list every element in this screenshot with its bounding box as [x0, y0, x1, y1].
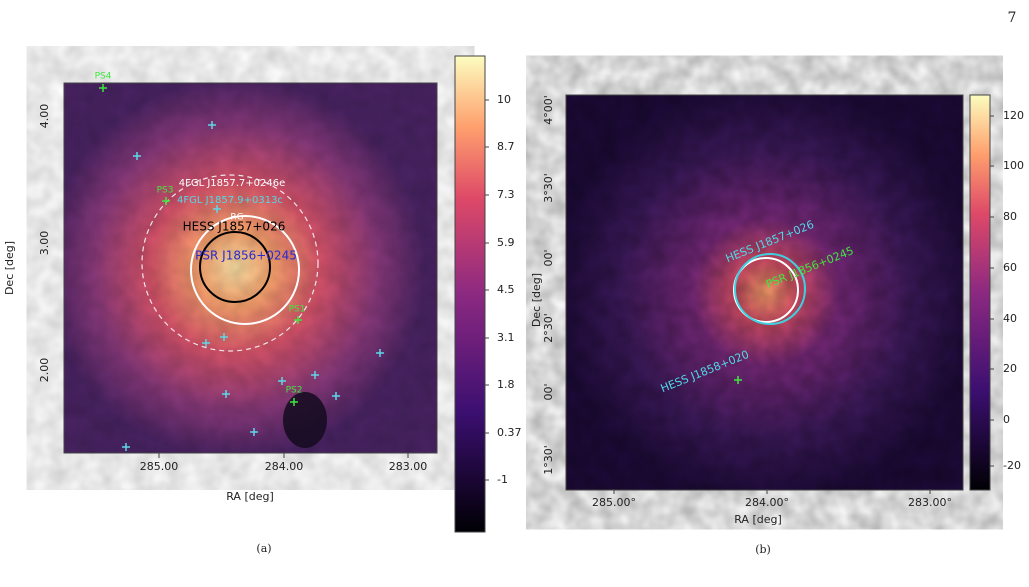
- extent-circle: [734, 253, 806, 325]
- y-tick-label: 4°00': [542, 95, 555, 125]
- frame: [565, 94, 964, 491]
- annotation: 4FGL J1857.9+0313c: [177, 195, 283, 206]
- extent-circle: [141, 174, 319, 352]
- x-tick-label: 285.00°: [592, 496, 636, 509]
- colorbar-tick-label: 10: [497, 93, 511, 106]
- source-marker: [222, 390, 230, 398]
- annotation: PS3: [157, 186, 174, 196]
- source-marker: [250, 428, 258, 436]
- annotation: PS4: [95, 72, 112, 82]
- annotation: RG: [230, 213, 243, 223]
- source-marker: [294, 316, 302, 324]
- x-tick-label: 283.00: [389, 460, 428, 473]
- dark-region: [283, 392, 327, 448]
- colorbar: [969, 94, 991, 491]
- source-marker: [220, 333, 228, 341]
- x-tick-label: 283.00°: [908, 496, 952, 509]
- source-marker: [376, 349, 384, 357]
- map-texture: [566, 95, 963, 490]
- colorbar-tick-label: -1: [497, 473, 508, 486]
- map-texture: [64, 83, 437, 453]
- y-tick-label: 3.00: [38, 231, 51, 256]
- colorbar-tick-label: 100: [1003, 159, 1024, 172]
- y-tick-label: 3°30': [542, 173, 555, 203]
- source-marker: [734, 376, 742, 384]
- annotation: PSR J1856+0245: [195, 249, 297, 263]
- y-tick-label: 2.00: [38, 358, 51, 383]
- annotation: PS2: [286, 386, 303, 396]
- x-tick-label: 284.00: [265, 460, 304, 473]
- colorbar-tick-label: 0.37: [497, 426, 522, 439]
- x-tick-label: 285.00: [140, 460, 179, 473]
- source-marker: [213, 205, 221, 213]
- y-tick-label: 1°30': [542, 445, 555, 475]
- x-tick-label: 284.00°: [745, 496, 789, 509]
- colorbar-tick-label: 7.3: [497, 188, 515, 201]
- y-tick-label: 00': [542, 383, 555, 400]
- source-marker: [208, 121, 216, 129]
- colorbar-tick-label: 1.8: [497, 378, 515, 391]
- colorbar-tick-label: 40: [1003, 312, 1017, 325]
- extent-circle: [733, 257, 799, 323]
- colorbar-tick-label: 80: [1003, 210, 1017, 223]
- colorbar-tick-label: 0: [1003, 413, 1010, 426]
- colorbar: [454, 55, 486, 533]
- source-marker: [290, 398, 298, 406]
- colorbar-tick-label: 60: [1003, 261, 1017, 274]
- source-marker: [122, 443, 130, 451]
- y-tick-label: 00': [542, 249, 555, 266]
- annotation: PS1: [289, 305, 306, 315]
- colorbar-tick-label: 4.5: [497, 283, 515, 296]
- colorbar-tick-label: 120: [1003, 109, 1024, 122]
- colorbar-tick-label: 3.1: [497, 331, 515, 344]
- y-axis-label: Dec [deg]: [3, 241, 16, 295]
- source-marker: [202, 339, 210, 347]
- source-marker: [162, 197, 170, 205]
- page-number: 7: [1008, 10, 1017, 26]
- caption: (a): [256, 542, 271, 555]
- source-marker: [332, 392, 340, 400]
- colorbar-tick-label: 5.9: [497, 236, 515, 249]
- source-marker: [311, 371, 319, 379]
- annotation: HESS J1857+026: [183, 220, 286, 234]
- source-marker: [99, 84, 107, 92]
- y-axis-label: Dec [deg]: [530, 273, 543, 327]
- colorbar-tick-label: -20: [1003, 459, 1021, 472]
- frame: [63, 82, 438, 454]
- extent-circle: [199, 231, 271, 303]
- extent-circle: [190, 215, 300, 325]
- colorbar-tick-label: 20: [1003, 362, 1017, 375]
- annotation: 4FGL J1857.7+0246e: [179, 178, 286, 189]
- x-axis-label: RA [deg]: [734, 513, 782, 526]
- x-axis-label: RA [deg]: [226, 490, 274, 503]
- y-tick-label: 2°30': [542, 313, 555, 343]
- y-tick-label: 4.00: [38, 104, 51, 129]
- source-marker: [278, 377, 286, 385]
- source-marker: [133, 152, 141, 160]
- colorbar-tick-label: 8.7: [497, 140, 515, 153]
- caption: (b): [755, 543, 771, 556]
